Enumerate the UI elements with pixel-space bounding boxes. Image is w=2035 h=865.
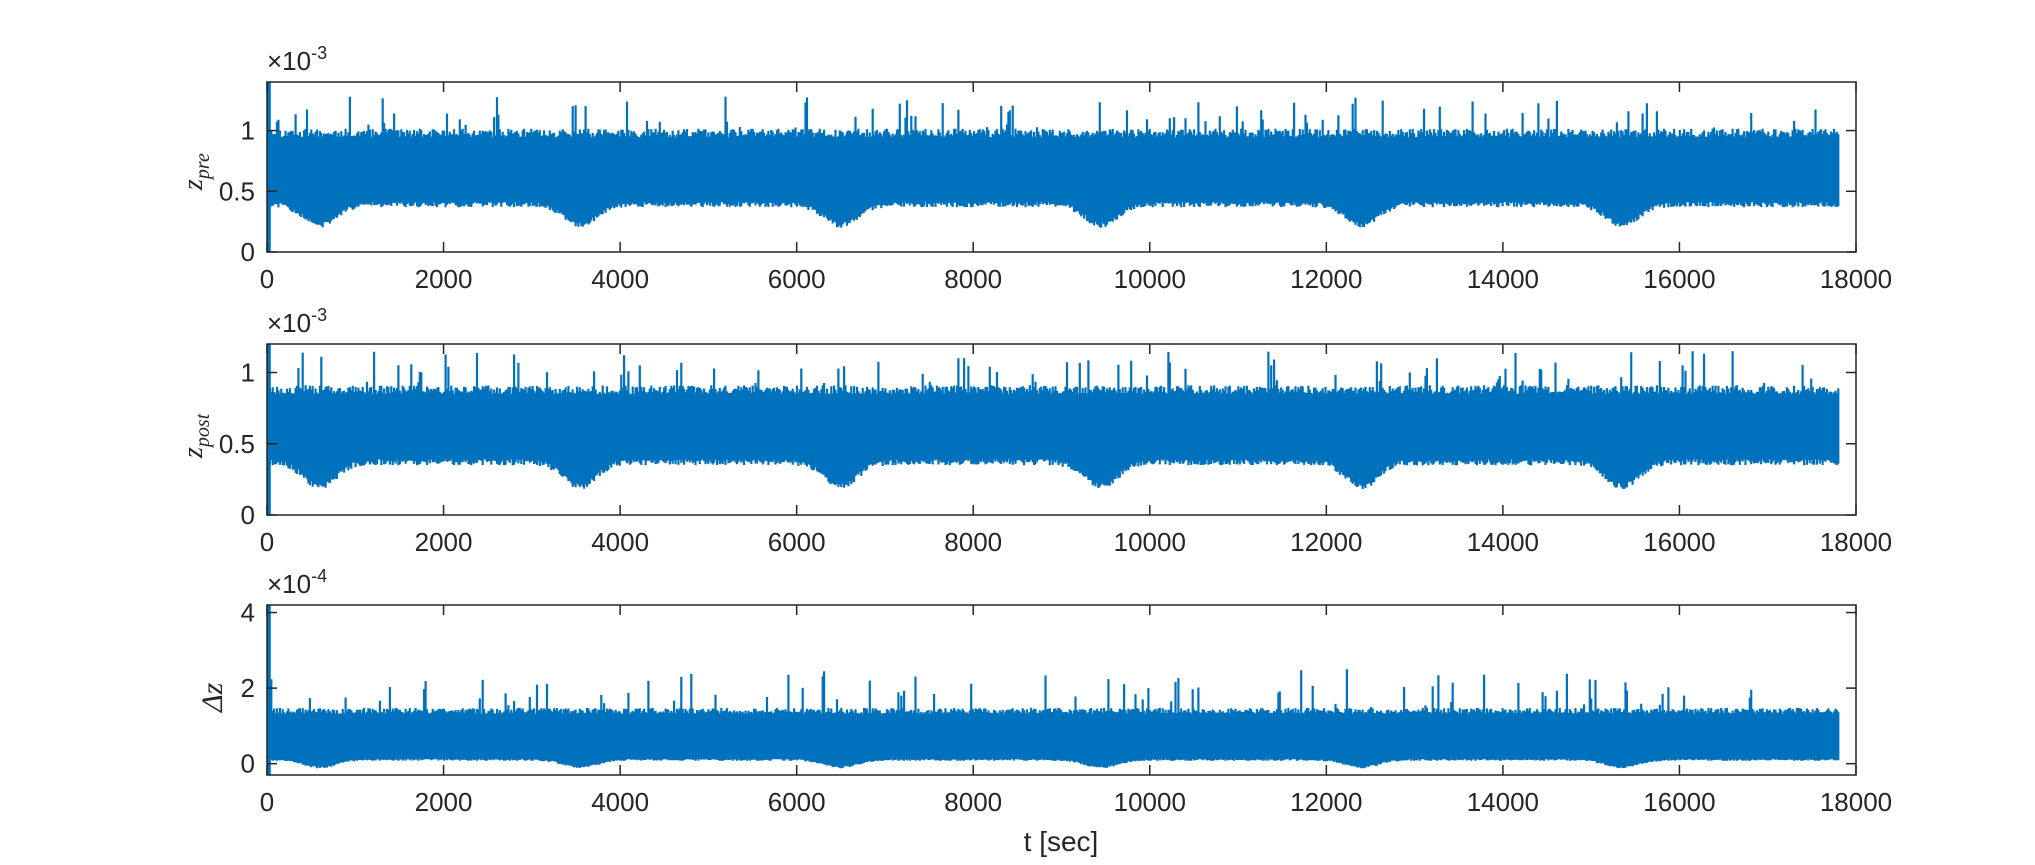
x-tick-label: 4000	[591, 527, 649, 557]
x-tick-label: 2000	[415, 264, 473, 294]
exponent-label: ×10-3	[267, 305, 327, 338]
x-tick-label: 6000	[768, 787, 826, 817]
x-tick-label: 8000	[944, 527, 1002, 557]
series-band	[267, 398, 1839, 483]
subplot-z-pre: ×10-3 zpre 00.51 0 2000 4000 6000 8000 10000 1…	[178, 43, 1892, 294]
x-tick-label: 16000	[1643, 264, 1715, 294]
x-tick-label: 4000	[591, 787, 649, 817]
x-tick-label: 2000	[415, 527, 473, 557]
x-tick-label: 0	[260, 527, 274, 557]
exponent-label: ×10-4	[267, 566, 327, 599]
x-tick-label: 10000	[1114, 787, 1186, 817]
x-tick-label: 16000	[1643, 787, 1715, 817]
y-tick-layer: 0 2 4	[241, 598, 1856, 779]
x-tick-label: 18000	[1820, 787, 1892, 817]
y-axis-label: zpost	[178, 413, 214, 459]
x-tick-label: 12000	[1290, 264, 1362, 294]
axes-frame	[266, 343, 1857, 516]
x-tick-label: 10000	[1114, 527, 1186, 557]
y-tick-label: 1	[241, 116, 255, 146]
series-band	[267, 141, 1839, 223]
x-tick-label: 18000	[1820, 527, 1892, 557]
y-tick-layer: 00.51	[219, 358, 1856, 530]
axes-frame	[266, 81, 1857, 253]
y-tick-label: 0	[241, 237, 255, 267]
x-tick-label: 4000	[591, 264, 649, 294]
exponent-label: ×10-3	[267, 43, 327, 76]
x-tick-label: 0	[260, 787, 274, 817]
y-tick-label: 0.5	[219, 429, 255, 459]
x-tick-label: 12000	[1290, 787, 1362, 817]
y-axis-label: Δz	[196, 682, 229, 713]
x-tick-layer: 0 2000 4000 6000 8000 10000 12000 14000 16000 180…	[260, 82, 1892, 294]
x-tick-label: 6000	[768, 264, 826, 294]
series-line-layer	[267, 605, 1840, 775]
x-tick-label: 14000	[1467, 527, 1539, 557]
x-tick-label: 8000	[944, 264, 1002, 294]
x-tick-label: 0	[260, 264, 274, 294]
x-tick-label: 14000	[1467, 787, 1539, 817]
subplot-z-post: ×10-3 zpost 00.51 0 2000 4000 6000 8000 10000…	[178, 305, 1892, 557]
series-band	[267, 716, 1839, 767]
x-tick-label: 18000	[1820, 264, 1892, 294]
x-tick-label: 10000	[1114, 264, 1186, 294]
y-tick-label: 1	[241, 358, 255, 388]
x-tick-label: 14000	[1467, 264, 1539, 294]
y-axis-label: zpre	[178, 153, 214, 191]
axes-frame	[266, 604, 1857, 776]
y-tick-label: 0	[241, 500, 255, 530]
x-axis-label: t [sec]	[1024, 826, 1099, 857]
y-tick-label: 4	[241, 598, 255, 628]
x-tick-layer: 0 2000 4000 6000 8000 10000 12000 14000 16000 180…	[260, 605, 1892, 817]
x-tick-label: 2000	[415, 787, 473, 817]
y-tick-label: 0	[241, 749, 255, 779]
x-tick-layer: 0 2000 4000 6000 8000 10000 12000 14000 16000 180…	[260, 344, 1892, 557]
x-tick-label: 6000	[768, 527, 826, 557]
x-tick-label: 8000	[944, 787, 1002, 817]
x-tick-label: 12000	[1290, 527, 1362, 557]
y-tick-label: 2	[241, 673, 255, 703]
x-tick-label: 16000	[1643, 527, 1715, 557]
y-tick-label: 0.5	[219, 176, 255, 206]
subplot-delta-z: ×10-4 Δz 0 2 4 0 2000 4000 6000 8000 10000 12000…	[196, 566, 1892, 857]
y-tick-layer: 00.51	[219, 116, 1856, 267]
series-line-layer	[267, 82, 1840, 252]
